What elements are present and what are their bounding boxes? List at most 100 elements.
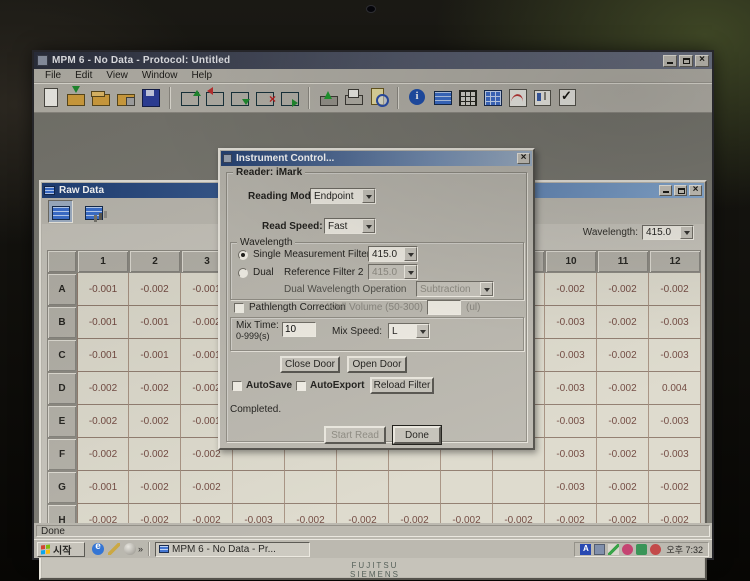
grid-col-header-10[interactable]: 10: [545, 250, 597, 273]
grid-cell-G5[interactable]: [285, 471, 337, 504]
read-speed-select[interactable]: Fast: [324, 218, 376, 234]
grid-cell-G2[interactable]: -0.002: [129, 471, 181, 504]
single-radio[interactable]: [238, 250, 248, 260]
alarm-icon[interactable]: [650, 543, 662, 555]
reader-eject-icon[interactable]: [317, 86, 340, 109]
grid-cell-D2[interactable]: -0.002: [129, 372, 181, 405]
wavelength-dropdown-button[interactable]: [680, 225, 693, 239]
grid-cell-F12[interactable]: -0.003: [649, 438, 701, 471]
dual-radio[interactable]: [238, 268, 248, 278]
start-read-button[interactable]: Start Read: [324, 426, 386, 444]
grid-cell-D11[interactable]: -0.002: [597, 372, 649, 405]
grid-row-header-B[interactable]: B: [47, 306, 77, 339]
raw-plate-icon[interactable]: [431, 86, 454, 109]
grid-cell-E2[interactable]: -0.002: [129, 405, 181, 438]
read-speed-dropdown-button[interactable]: [362, 219, 375, 233]
grid-cell-F1[interactable]: -0.002: [77, 438, 129, 471]
grid-col-header-2[interactable]: 2: [129, 250, 181, 273]
grid-cell-B11[interactable]: -0.002: [597, 306, 649, 339]
report-icon[interactable]: [531, 86, 554, 109]
quick-launch-overflow[interactable]: »: [138, 544, 144, 554]
grid-cell-A2[interactable]: -0.002: [129, 273, 181, 306]
grid-row-header-D[interactable]: D: [47, 372, 77, 405]
open-folder-icon[interactable]: [89, 86, 112, 109]
mix-time-input[interactable]: [282, 322, 316, 337]
grid-cell-C12[interactable]: -0.003: [649, 339, 701, 372]
grid-row-header-C[interactable]: C: [47, 339, 77, 372]
grid-cell-A10[interactable]: -0.002: [545, 273, 597, 306]
plate-export-icon[interactable]: [278, 86, 301, 109]
grid-cell-C1[interactable]: -0.001: [77, 339, 129, 372]
grid-cell-A1[interactable]: -0.001: [77, 273, 129, 306]
grid-cell-G10[interactable]: -0.003: [545, 471, 597, 504]
reference-filter-select[interactable]: 415.0: [368, 264, 418, 280]
grid-cell-B12[interactable]: -0.003: [649, 306, 701, 339]
app-restore-button[interactable]: [679, 54, 693, 67]
matrix-view-icon[interactable]: [481, 86, 504, 109]
task-button[interactable]: MPM 6 - No Data - Pr...: [155, 541, 311, 557]
grid-cell-C10[interactable]: -0.003: [545, 339, 597, 372]
grid-cell-G4[interactable]: [233, 471, 285, 504]
plate-remove-icon[interactable]: [253, 86, 276, 109]
autoexport-checkbox[interactable]: [296, 381, 306, 391]
grid-cell-F2[interactable]: -0.002: [129, 438, 181, 471]
plate-add-icon[interactable]: [178, 86, 201, 109]
ime-icon[interactable]: [580, 543, 592, 555]
validate-icon[interactable]: [556, 86, 579, 109]
dialog-close-button[interactable]: ×: [517, 152, 530, 164]
ball-icon[interactable]: [124, 543, 136, 555]
grid-col-header-11[interactable]: 11: [597, 250, 649, 273]
grid-cell-F11[interactable]: -0.002: [597, 438, 649, 471]
grid-cell-G1[interactable]: -0.001: [77, 471, 129, 504]
grid-cell-B10[interactable]: -0.003: [545, 306, 597, 339]
plate-chart-view-icon[interactable]: [81, 200, 106, 223]
grid-view-icon[interactable]: [456, 86, 479, 109]
plate-in-icon[interactable]: [203, 86, 226, 109]
grid-col-header-1[interactable]: 1: [77, 250, 129, 273]
reading-mode-select[interactable]: Endpoint: [310, 188, 376, 204]
open-door-button[interactable]: Open Door: [347, 356, 407, 373]
autosave-checkbox[interactable]: [232, 381, 242, 391]
menu-file[interactable]: File: [45, 70, 62, 81]
pen-icon[interactable]: [108, 543, 120, 555]
print-icon[interactable]: [342, 86, 365, 109]
grid-cell-A11[interactable]: -0.002: [597, 273, 649, 306]
plate-copy-icon[interactable]: [228, 86, 251, 109]
raw-close-button[interactable]: ×: [689, 184, 702, 196]
mix-speed-dropdown-button[interactable]: [416, 324, 429, 338]
grid-row-header-A[interactable]: A: [47, 273, 77, 306]
measurement-filter-select[interactable]: 415.0: [368, 246, 418, 262]
grid-cell-B1[interactable]: -0.001: [77, 306, 129, 339]
raw-minimize-button[interactable]: [659, 185, 672, 196]
grid-row-header-F[interactable]: F: [47, 438, 77, 471]
measurement-filter-dropdown-button[interactable]: [404, 247, 417, 261]
browser-icon[interactable]: [92, 541, 104, 555]
app-minimize-button[interactable]: [663, 54, 677, 67]
grid-cell-G12[interactable]: -0.002: [649, 471, 701, 504]
grid-cell-E12[interactable]: -0.003: [649, 405, 701, 438]
update-icon[interactable]: [622, 543, 634, 555]
start-button[interactable]: 시작: [37, 541, 85, 557]
security-icon[interactable]: [636, 543, 648, 555]
grid-cell-G9[interactable]: [493, 471, 545, 504]
grid-row-header-E[interactable]: E: [47, 405, 77, 438]
standard-curve-icon[interactable]: [506, 86, 529, 109]
grid-cell-D12[interactable]: 0.004: [649, 372, 701, 405]
menu-edit[interactable]: Edit: [75, 70, 93, 81]
info-icon[interactable]: [406, 86, 429, 109]
reference-filter-dropdown-button[interactable]: [404, 265, 417, 279]
menu-window[interactable]: Window: [141, 70, 178, 81]
grid-cell-G6[interactable]: [337, 471, 389, 504]
grid-cell-F10[interactable]: -0.003: [545, 438, 597, 471]
pathlength-checkbox[interactable]: [234, 303, 244, 313]
grid-cell-E1[interactable]: -0.002: [77, 405, 129, 438]
done-button[interactable]: Done: [393, 426, 441, 444]
grid-cell-B2[interactable]: -0.001: [129, 306, 181, 339]
mix-speed-select[interactable]: L: [388, 323, 430, 339]
import-data-icon[interactable]: [64, 86, 87, 109]
grid-cell-G8[interactable]: [441, 471, 493, 504]
save-icon[interactable]: [139, 86, 162, 109]
reading-mode-dropdown-button[interactable]: [362, 189, 375, 203]
grid-cell-E10[interactable]: -0.003: [545, 405, 597, 438]
dual-op-dropdown-button[interactable]: [480, 282, 493, 296]
